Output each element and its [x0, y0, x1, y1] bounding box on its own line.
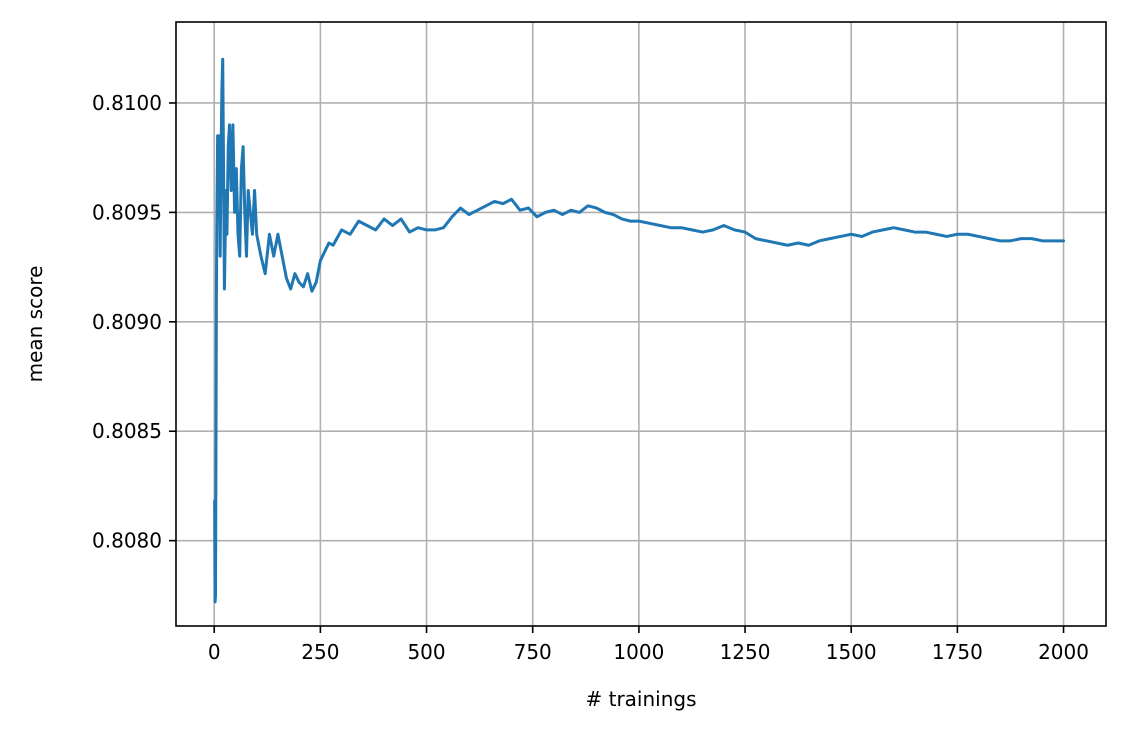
- y-tick-label: 0.8100: [92, 91, 162, 115]
- y-tick-label: 0.8090: [92, 310, 162, 334]
- x-tick-label: 750: [514, 640, 552, 664]
- y-tick-label: 0.8095: [92, 200, 162, 224]
- plot-area-frame: [175, 21, 1107, 627]
- x-tick-label: 1000: [613, 640, 664, 664]
- series-line: [213, 57, 1066, 604]
- x-tick-label: 0: [208, 640, 221, 664]
- x-tick-label: 1250: [720, 640, 771, 664]
- x-tick-label: 250: [301, 640, 339, 664]
- x-tick-label: 1500: [826, 640, 877, 664]
- series-layer: [213, 57, 1066, 604]
- x-tick-label: 2000: [1038, 640, 1089, 664]
- y-axis-ticks: 0.8080 0.8085 0.8090 0.8095 0.8100: [92, 91, 176, 553]
- x-tick-label: 1750: [932, 640, 983, 664]
- x-axis-ticks: 0 250 500 750 1000 1250 1500 1750 2000: [208, 626, 1089, 664]
- grid: [176, 22, 1106, 626]
- y-axis-label: mean score: [23, 266, 47, 383]
- x-axis-label: # trainings: [585, 687, 696, 711]
- y-tick-label: 0.8080: [92, 529, 162, 553]
- x-tick-label: 500: [407, 640, 445, 664]
- y-tick-label: 0.8085: [92, 419, 162, 443]
